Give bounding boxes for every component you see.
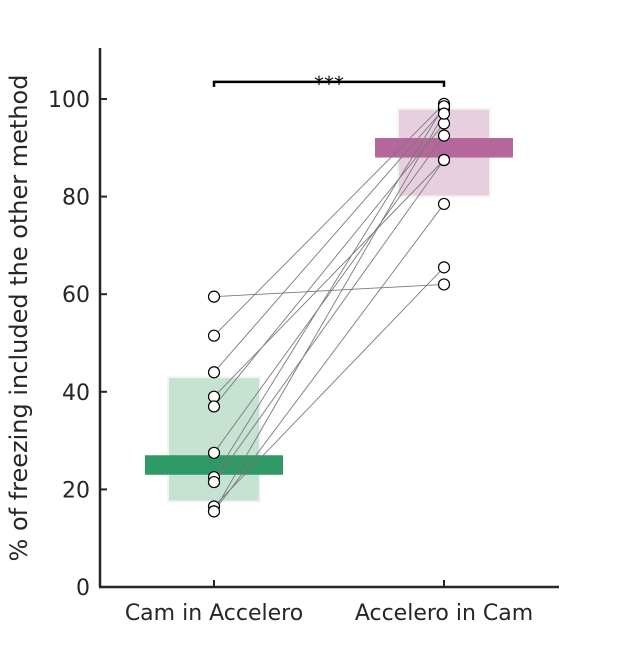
- significance-bracket: ***: [212, 72, 446, 96]
- pair-line: [213, 267, 445, 507]
- summary-boxes: [145, 107, 513, 503]
- data-point: [437, 278, 451, 291]
- pair-line: [213, 106, 445, 478]
- axes: [98, 48, 559, 589]
- data-point: [207, 446, 221, 459]
- y-tick-label: 40: [62, 381, 90, 406]
- data-point: [437, 129, 451, 142]
- data-point: [207, 475, 221, 489]
- y-tick-label: 100: [48, 88, 90, 113]
- significance-label: ***: [314, 72, 344, 96]
- x-tick-label: Cam in Accelero: [125, 601, 303, 626]
- data-point: [207, 329, 221, 342]
- data-point: [207, 400, 221, 413]
- pair-line: [213, 159, 445, 483]
- y-tick-label: 0: [76, 576, 90, 601]
- y-axis-label: % of freezing included the other method: [5, 75, 33, 562]
- pair-line: [213, 103, 445, 336]
- data-point: [207, 366, 221, 379]
- tick-labels: 0 20 40 60 80 100 Cam in Accelero Accelero in C…: [48, 88, 533, 626]
- y-tick-label: 60: [62, 283, 90, 308]
- data-point: [437, 261, 451, 274]
- pair-lines: [213, 103, 445, 512]
- data-points: [207, 97, 451, 518]
- data-point: [207, 290, 221, 303]
- data-point: [437, 153, 451, 167]
- median-bar-accelero-in-cam: [375, 138, 513, 158]
- y-tick-label: 80: [62, 186, 90, 211]
- y-tick-label: 20: [62, 478, 90, 503]
- x-tick-label: Accelero in Cam: [355, 601, 533, 626]
- pair-line: [213, 108, 445, 373]
- pair-line: [213, 123, 445, 407]
- pair-line: [213, 135, 445, 454]
- pair-line: [213, 283, 445, 298]
- significance-line: [212, 80, 446, 87]
- pair-line: [213, 159, 445, 397]
- data-point: [437, 197, 451, 211]
- pair-line: [213, 113, 445, 512]
- data-point: [437, 107, 451, 120]
- pair-line: [213, 203, 445, 512]
- median-bar-cam-in-accelero: [145, 455, 283, 475]
- data-point: [207, 505, 221, 518]
